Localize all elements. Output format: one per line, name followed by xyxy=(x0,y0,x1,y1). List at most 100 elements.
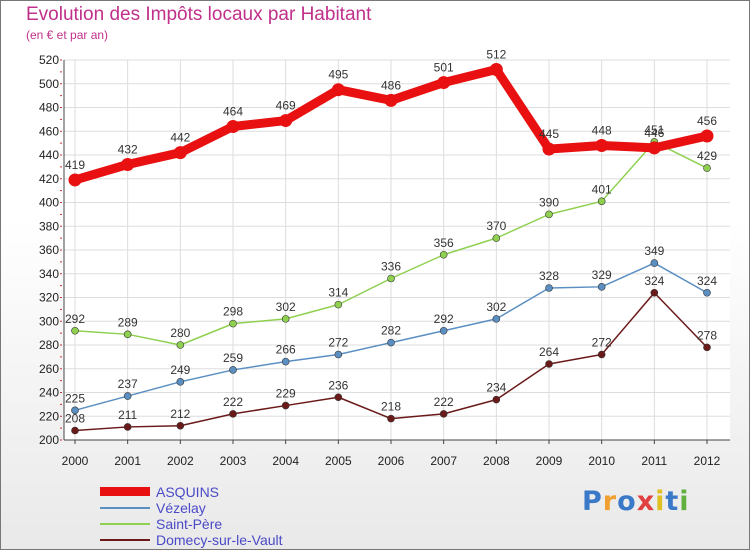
data-label-domecy: 278 xyxy=(697,328,717,342)
data-label-vezelay: 225 xyxy=(65,391,85,405)
data-point-asquins xyxy=(437,76,451,90)
data-label-asquins: 464 xyxy=(223,105,243,119)
data-point-domecy xyxy=(229,410,237,418)
data-point-asquins xyxy=(121,158,135,171)
grid-lines xyxy=(64,59,730,441)
legend-item-domecy: Domecy-sur-le-Vault xyxy=(100,532,340,548)
data-label-saint-pere: 298 xyxy=(223,305,243,319)
x-tick-label: 2011 xyxy=(641,454,667,468)
x-tick-label: 2008 xyxy=(483,454,510,468)
y-tick-label: 360 xyxy=(39,243,59,257)
legend-swatch-saint-pere xyxy=(100,523,150,525)
data-point-vezelay xyxy=(123,392,132,400)
data-label-asquins: 432 xyxy=(118,143,138,157)
logo-letter: i xyxy=(679,486,690,517)
data-point-vezelay xyxy=(176,378,185,386)
data-label-asquins: 501 xyxy=(434,61,454,75)
data-label-saint-pere: 401 xyxy=(592,182,612,196)
chart-title: Evolution des Impôts locaux par Habitant xyxy=(26,4,372,25)
data-label-vezelay: 328 xyxy=(539,269,559,283)
data-point-domecy xyxy=(71,426,79,435)
data-label-asquins: 419 xyxy=(65,158,85,172)
y-tick-label: 420 xyxy=(39,172,59,186)
data-label-asquins: 456 xyxy=(697,114,717,128)
legend-item-saint-pere: Saint-Père xyxy=(100,516,340,532)
data-label-asquins: 486 xyxy=(381,78,401,92)
y-tick-label: 520 xyxy=(39,53,59,67)
data-point-saint-pere xyxy=(123,330,132,339)
data-label-asquins: 512 xyxy=(486,48,506,62)
data-point-domecy xyxy=(650,288,659,297)
y-tick-label: 280 xyxy=(39,338,59,352)
data-point-asquins xyxy=(279,114,293,128)
data-label-asquins: 495 xyxy=(328,68,348,82)
data-label-vezelay: 272 xyxy=(328,336,348,350)
data-point-asquins xyxy=(595,139,609,152)
data-label-domecy: 212 xyxy=(170,407,190,421)
data-point-domecy xyxy=(176,421,185,430)
data-point-vezelay xyxy=(492,315,501,323)
data-label-domecy: 264 xyxy=(539,345,559,359)
legend-swatch-vezelay xyxy=(100,507,150,509)
data-label-asquins: 442 xyxy=(170,131,190,145)
data-point-saint-pere xyxy=(71,326,79,335)
data-label-asquins: 446 xyxy=(644,126,664,140)
legend-label-saint-pere: Saint-Père xyxy=(156,516,223,532)
data-point-saint-pere xyxy=(387,274,395,283)
data-point-vezelay xyxy=(387,338,395,347)
data-label-asquins: 445 xyxy=(539,127,559,141)
legend-label-vezelay: Vézelay xyxy=(156,500,206,516)
legend-item-asquins: ASQUINS xyxy=(100,484,340,500)
logo-letter: x xyxy=(636,486,656,517)
data-point-asquins xyxy=(226,120,240,133)
legend-swatch-domecy xyxy=(100,539,150,541)
y-tick-label: 320 xyxy=(39,291,59,305)
data-point-saint-pere xyxy=(439,250,448,259)
data-point-saint-pere xyxy=(545,210,553,219)
x-tick-label: 2006 xyxy=(378,454,405,468)
x-tick-label: 2012 xyxy=(694,454,721,468)
data-point-saint-pere xyxy=(281,315,290,323)
data-point-asquins xyxy=(173,146,187,160)
data-label-vezelay: 237 xyxy=(118,377,138,391)
data-point-vezelay xyxy=(703,288,711,297)
data-label-saint-pere: 370 xyxy=(486,219,506,233)
x-tick-label: 2003 xyxy=(220,454,247,468)
data-label-asquins: 448 xyxy=(592,124,612,138)
data-point-vezelay xyxy=(229,366,237,374)
data-point-saint-pere xyxy=(334,300,343,309)
data-label-vezelay: 249 xyxy=(170,363,190,377)
logo-letter: P xyxy=(582,486,603,517)
data-point-domecy xyxy=(334,393,343,402)
data-point-domecy xyxy=(597,350,606,359)
data-point-vezelay xyxy=(71,406,79,415)
data-point-asquins xyxy=(68,173,82,187)
data-label-domecy: 272 xyxy=(592,336,612,350)
data-point-vezelay xyxy=(334,350,343,359)
data-point-asquins xyxy=(647,141,661,155)
y-tick-label: 400 xyxy=(39,196,59,210)
logo-letter: r xyxy=(602,486,618,517)
y-tick-label: 200 xyxy=(39,433,59,447)
axes: 200 220 240 260 280 300 320 340 360 380 400 420 440 4… xyxy=(39,53,730,468)
legend-item-vezelay: Vézelay xyxy=(100,500,340,516)
data-point-domecy xyxy=(123,423,132,431)
legend-label-asquins: ASQUINS xyxy=(156,484,220,500)
legend-swatch-asquins xyxy=(100,487,150,496)
data-point-vezelay xyxy=(650,259,659,267)
data-point-asquins xyxy=(384,93,398,107)
series-lines xyxy=(68,63,714,435)
data-point-vezelay xyxy=(597,283,606,291)
logo-letter: i xyxy=(655,486,666,517)
data-label-domecy: 218 xyxy=(381,400,401,414)
data-label-domecy: 229 xyxy=(276,387,296,401)
logo-letter: t xyxy=(665,486,680,517)
data-label-vezelay: 302 xyxy=(486,300,506,314)
data-label-vezelay: 324 xyxy=(697,274,717,288)
data-label-vezelay: 292 xyxy=(434,312,454,326)
data-labels: 419 432 442 464 469 495 486 501 512 445 448 446 456 2… xyxy=(65,48,717,426)
data-point-saint-pere xyxy=(492,234,501,242)
legend: ASQUINS Vézelay Saint-Père Domecy-sur-le… xyxy=(100,484,340,548)
x-tick-label: 2000 xyxy=(62,454,89,468)
data-label-saint-pere: 280 xyxy=(170,326,190,340)
